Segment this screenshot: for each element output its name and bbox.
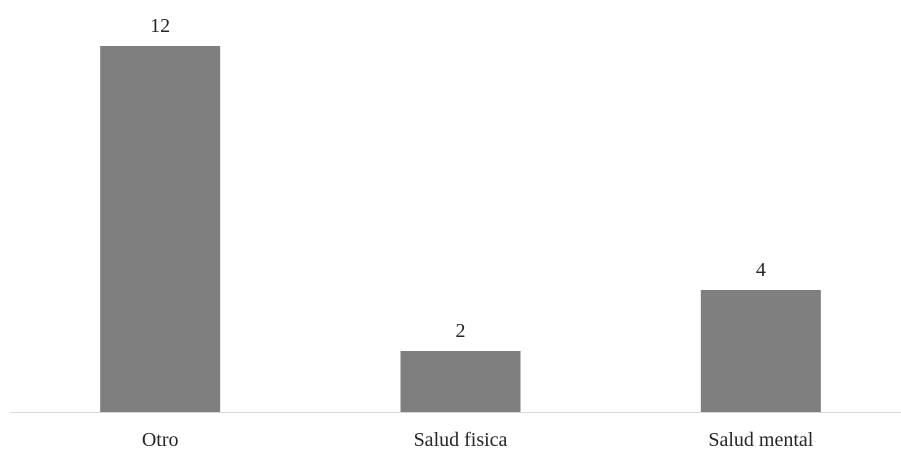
category-label-0: Otro <box>142 429 179 451</box>
bars-group <box>100 46 821 412</box>
data-label-2: 4 <box>756 259 766 281</box>
bar-2 <box>700 290 821 412</box>
data-labels-group: 12 2 4 <box>150 15 766 342</box>
bar-0 <box>100 46 221 412</box>
data-label-1: 2 <box>456 320 466 342</box>
bar-1 <box>400 351 521 412</box>
category-label-1: Salud fisica <box>414 429 508 451</box>
category-labels-group: Otro Salud fisica Salud mental <box>142 429 814 451</box>
category-label-2: Salud mental <box>708 429 813 451</box>
data-label-0: 12 <box>150 15 170 37</box>
